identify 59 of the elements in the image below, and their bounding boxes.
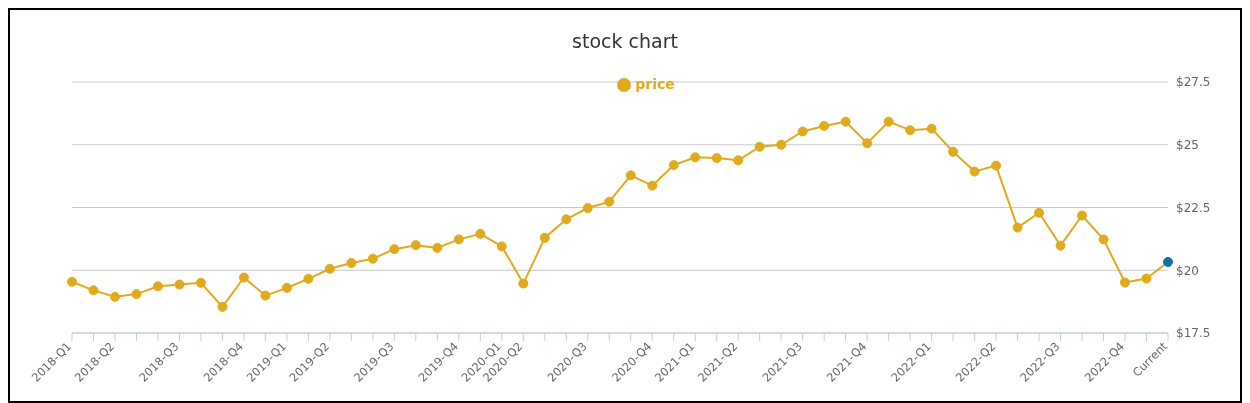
point: [518, 278, 529, 289]
point: [281, 282, 292, 293]
point: [539, 232, 550, 243]
point: [238, 272, 249, 283]
point: [195, 277, 206, 288]
legend-label: price: [635, 76, 675, 92]
point: [776, 139, 787, 150]
point: [754, 141, 765, 152]
point: [561, 214, 572, 225]
point: [152, 281, 163, 292]
point: [453, 234, 464, 245]
point: [131, 289, 142, 300]
point: [797, 126, 808, 137]
point: [1141, 273, 1152, 284]
y-tick-label: $17.5: [1176, 326, 1211, 341]
point: [582, 203, 593, 213]
point: [410, 240, 421, 251]
point: [690, 152, 701, 163]
point: [948, 146, 959, 157]
point: [324, 263, 335, 274]
point: [905, 125, 916, 136]
point: [711, 153, 722, 164]
point: [840, 116, 851, 127]
point: [260, 290, 271, 301]
point: [883, 116, 894, 127]
point: [109, 291, 120, 302]
point: [475, 228, 486, 239]
point: [174, 279, 185, 290]
y-tick-label: $22.5: [1176, 200, 1211, 215]
point: [604, 196, 615, 207]
point: [1055, 240, 1066, 251]
point: [1077, 210, 1088, 221]
point: [303, 273, 314, 284]
y-tick-label: $20: [1176, 263, 1199, 278]
point: [1098, 234, 1109, 245]
point: [819, 120, 830, 131]
point: [991, 160, 1002, 171]
point: [647, 180, 658, 191]
point: [217, 301, 228, 312]
y-tick-label: $25: [1176, 138, 1199, 153]
point: [1012, 222, 1023, 233]
point: [67, 276, 77, 287]
point: [432, 242, 443, 253]
point: [969, 166, 980, 177]
point: [496, 241, 507, 252]
point: [926, 123, 937, 134]
point: [346, 257, 357, 268]
chart-title: stock chart: [571, 29, 679, 54]
point: [389, 244, 400, 255]
point: [862, 138, 873, 149]
point: [367, 253, 378, 264]
point: [733, 155, 744, 166]
point: [1034, 207, 1045, 218]
point: [1163, 256, 1173, 267]
point: [1120, 277, 1131, 288]
point: [625, 170, 636, 181]
point: [668, 160, 679, 171]
point: [88, 285, 99, 296]
y-tick-label: $27.5: [1176, 75, 1211, 90]
